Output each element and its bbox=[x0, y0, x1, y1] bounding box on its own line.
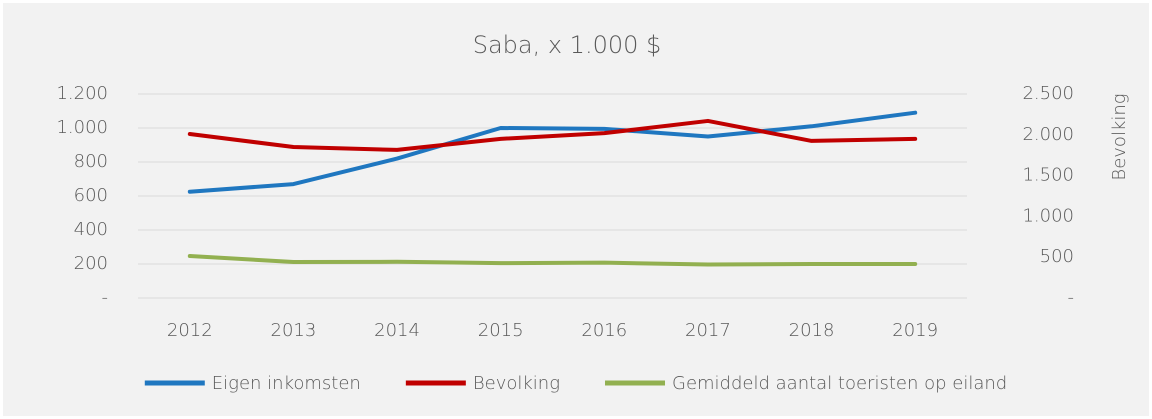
y-tick-label: 1.200 bbox=[56, 83, 108, 104]
x-tick-label: 2013 bbox=[271, 320, 317, 341]
series-line bbox=[187, 110, 918, 194]
y-tick-label: 400 bbox=[74, 219, 108, 240]
series-line bbox=[187, 254, 918, 267]
x-tick-label: 2017 bbox=[685, 320, 731, 341]
y-tick-label: 200 bbox=[74, 253, 108, 274]
x-tick-label: 2012 bbox=[167, 320, 213, 341]
y-tick-label: 1.000 bbox=[56, 117, 108, 138]
y2-tick-label: 2.500 bbox=[1022, 83, 1074, 104]
y2-tick-label: - bbox=[1068, 287, 1075, 308]
legend-label: Bevolking bbox=[473, 373, 560, 394]
y-tick-label: 800 bbox=[74, 151, 108, 172]
y2-tick-label: 500 bbox=[1040, 246, 1074, 267]
y2-tick-label: 1.000 bbox=[1022, 205, 1074, 226]
chart-title: Saba, x 1.000 $ bbox=[473, 31, 662, 59]
x-tick-label: 2019 bbox=[892, 320, 938, 341]
y2-axis-label: Bevolking bbox=[1109, 93, 1130, 180]
y-tick-label: 600 bbox=[74, 185, 108, 206]
y2-tick-label: 1.500 bbox=[1022, 165, 1074, 186]
y-tick-label: - bbox=[102, 287, 109, 308]
x-tick-label: 2018 bbox=[789, 320, 835, 341]
x-tick-label: 2014 bbox=[374, 320, 420, 341]
legend-label: Gemiddeld aantal toeristen op eiland bbox=[672, 373, 1007, 394]
x-tick-label: 2015 bbox=[478, 320, 524, 341]
series-line bbox=[187, 118, 918, 152]
y2-tick-label: 2.000 bbox=[1022, 124, 1074, 145]
chart-background bbox=[3, 3, 1149, 416]
x-tick-label: 2016 bbox=[581, 320, 627, 341]
legend-label: Eigen inkomsten bbox=[212, 373, 361, 394]
